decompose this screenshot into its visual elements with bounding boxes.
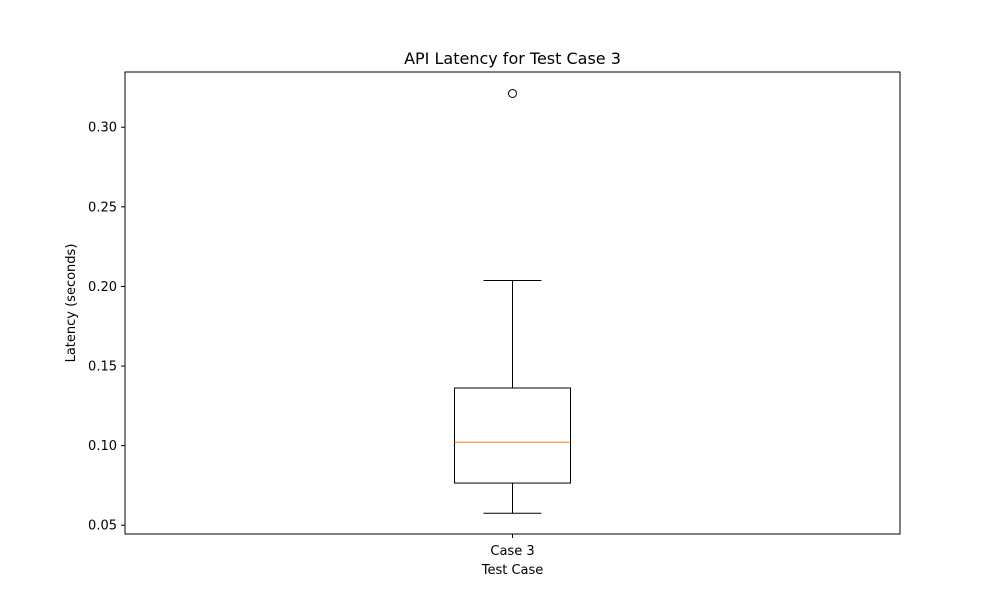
y-tick-label: 0.05 — [88, 519, 117, 534]
plot-area: 0.05 0.10 0.15 0.20 0.25 0.30 Case 3 — [88, 88, 571, 559]
y-tick-label: 0.15 — [88, 360, 117, 375]
y-tick-label: 0.30 — [88, 121, 117, 136]
x-tick-label: Case 3 — [490, 544, 534, 559]
y-axis-title: Latency (seconds) — [64, 244, 79, 363]
chart-title: API Latency for Test Case 3 — [404, 49, 621, 68]
y-tick-label: 0.10 — [88, 439, 117, 454]
axes-frame — [124, 71, 901, 535]
x-axis-title: Test Case — [481, 563, 544, 578]
y-tick-label: 0.20 — [88, 280, 117, 295]
outlier-point — [508, 88, 517, 98]
y-tick-label: 0.25 — [88, 200, 117, 215]
interquartile-box — [454, 387, 571, 484]
box-plot — [454, 88, 571, 514]
